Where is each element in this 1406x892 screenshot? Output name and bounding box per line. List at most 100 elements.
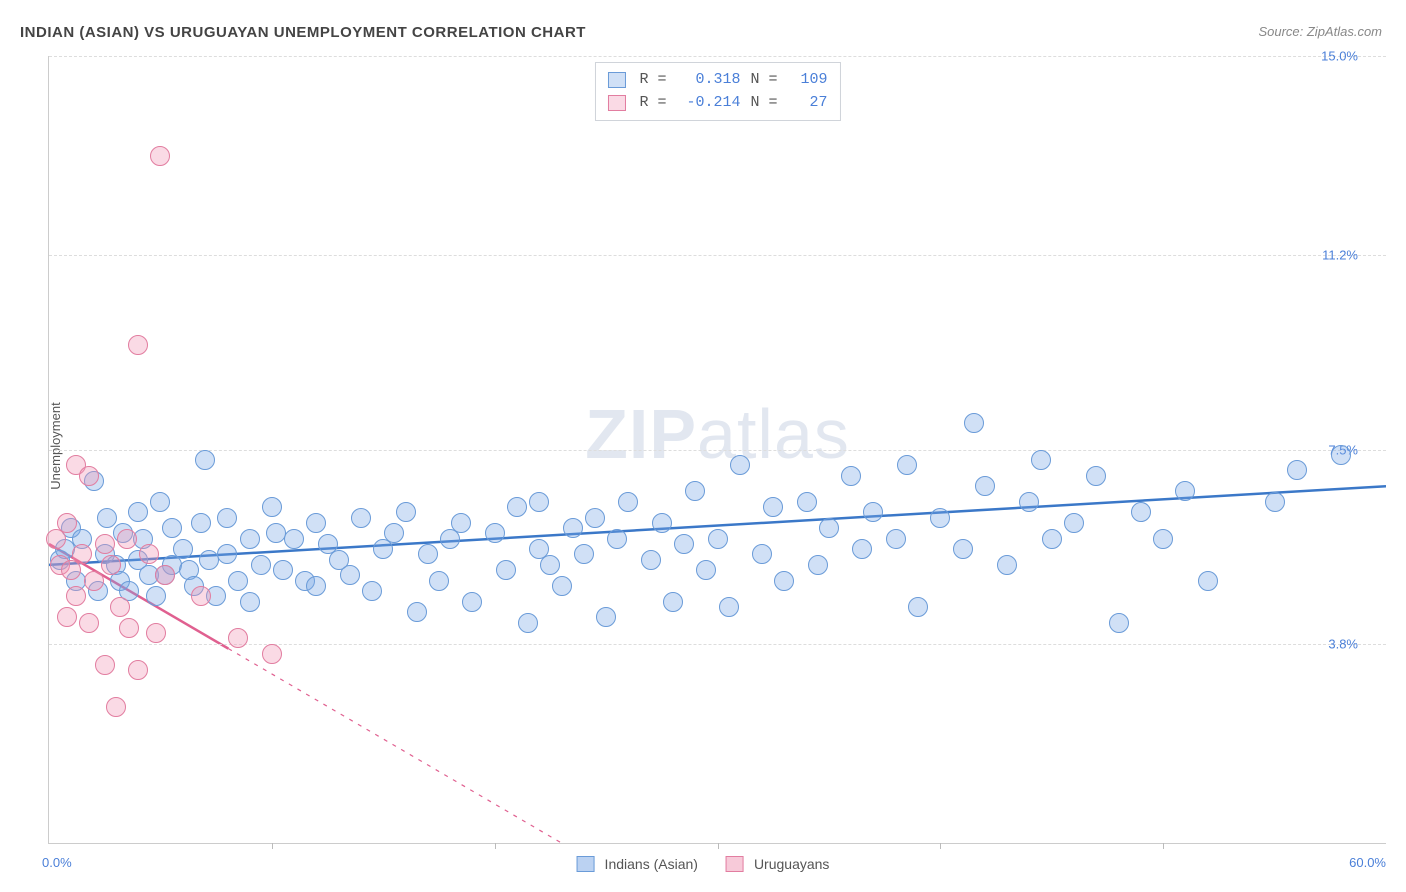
data-point bbox=[362, 581, 382, 601]
data-point bbox=[585, 508, 605, 528]
legend-swatch bbox=[577, 856, 595, 872]
data-point bbox=[908, 597, 928, 617]
data-point bbox=[95, 534, 115, 554]
data-point bbox=[262, 497, 282, 517]
data-point bbox=[97, 508, 117, 528]
data-point bbox=[841, 466, 861, 486]
data-point bbox=[763, 497, 783, 517]
gridline bbox=[49, 644, 1386, 645]
x-tick bbox=[718, 843, 719, 849]
series-swatch bbox=[607, 95, 625, 111]
data-point bbox=[57, 607, 77, 627]
data-point bbox=[384, 523, 404, 543]
stat-r-label: R = bbox=[639, 92, 666, 115]
data-point bbox=[306, 576, 326, 596]
x-axis-max-label: 60.0% bbox=[1349, 855, 1386, 870]
data-point bbox=[95, 655, 115, 675]
correlation-chart: INDIAN (ASIAN) VS URUGUAYAN UNEMPLOYMENT… bbox=[0, 0, 1406, 892]
data-point bbox=[663, 592, 683, 612]
data-point bbox=[719, 597, 739, 617]
data-point bbox=[1042, 529, 1062, 549]
legend-item: Indians (Asian) bbox=[577, 856, 698, 872]
stats-row: R =-0.214N =27 bbox=[607, 92, 827, 115]
data-point bbox=[1086, 466, 1106, 486]
data-point bbox=[596, 607, 616, 627]
data-point bbox=[155, 565, 175, 585]
data-point bbox=[101, 555, 121, 575]
data-point bbox=[284, 529, 304, 549]
data-point bbox=[251, 555, 271, 575]
data-point bbox=[407, 602, 427, 622]
y-tick-label: 11.2% bbox=[1322, 248, 1358, 263]
data-point bbox=[1287, 460, 1307, 480]
data-point bbox=[79, 613, 99, 633]
data-point bbox=[351, 508, 371, 528]
data-point bbox=[552, 576, 572, 596]
y-tick-label: 3.8% bbox=[1328, 636, 1358, 651]
data-point bbox=[607, 529, 627, 549]
data-point bbox=[128, 660, 148, 680]
data-point bbox=[119, 618, 139, 638]
data-point bbox=[507, 497, 527, 517]
stat-n-value: 109 bbox=[788, 69, 828, 92]
data-point bbox=[708, 529, 728, 549]
data-point bbox=[117, 529, 137, 549]
legend-label: Indians (Asian) bbox=[605, 856, 698, 872]
series-swatch bbox=[607, 72, 625, 88]
data-point bbox=[1331, 445, 1351, 465]
data-point bbox=[563, 518, 583, 538]
data-point bbox=[195, 450, 215, 470]
data-point bbox=[1109, 613, 1129, 633]
stat-r-value: -0.214 bbox=[677, 92, 741, 115]
data-point bbox=[953, 539, 973, 559]
legend-item: Uruguayans bbox=[726, 856, 830, 872]
data-point bbox=[128, 335, 148, 355]
data-point bbox=[139, 544, 159, 564]
data-point bbox=[674, 534, 694, 554]
data-point bbox=[396, 502, 416, 522]
data-point bbox=[72, 544, 92, 564]
data-point bbox=[79, 466, 99, 486]
stats-legend-box: R =0.318N =109R =-0.214N =27 bbox=[594, 62, 840, 121]
data-point bbox=[106, 697, 126, 717]
data-point bbox=[418, 544, 438, 564]
data-point bbox=[110, 597, 130, 617]
x-tick bbox=[495, 843, 496, 849]
data-point bbox=[429, 571, 449, 591]
gridline bbox=[49, 255, 1386, 256]
data-point bbox=[975, 476, 995, 496]
data-point bbox=[930, 508, 950, 528]
y-tick-label: 15.0% bbox=[1321, 49, 1358, 64]
gridline bbox=[49, 450, 1386, 451]
data-point bbox=[240, 529, 260, 549]
stat-n-label: N = bbox=[751, 69, 778, 92]
stat-r-value: 0.318 bbox=[677, 69, 741, 92]
data-point bbox=[1131, 502, 1151, 522]
data-point bbox=[217, 508, 237, 528]
chart-title: INDIAN (ASIAN) VS URUGUAYAN UNEMPLOYMENT… bbox=[20, 24, 586, 41]
data-point bbox=[1064, 513, 1084, 533]
data-point bbox=[228, 628, 248, 648]
legend: Indians (Asian) Uruguayans bbox=[577, 856, 830, 872]
data-point bbox=[618, 492, 638, 512]
data-point bbox=[451, 513, 471, 533]
data-point bbox=[685, 481, 705, 501]
data-point bbox=[150, 492, 170, 512]
data-point bbox=[1265, 492, 1285, 512]
data-point bbox=[462, 592, 482, 612]
data-point bbox=[1031, 450, 1051, 470]
data-point bbox=[540, 555, 560, 575]
data-point bbox=[128, 502, 148, 522]
data-point bbox=[696, 560, 716, 580]
data-point bbox=[774, 571, 794, 591]
data-point bbox=[808, 555, 828, 575]
data-point bbox=[273, 560, 293, 580]
plot-area: ZIPatlas R =0.318N =109R =-0.214N =27 3.… bbox=[48, 56, 1386, 844]
data-point bbox=[641, 550, 661, 570]
chart-source: Source: ZipAtlas.com bbox=[1258, 24, 1382, 39]
data-point bbox=[240, 592, 260, 612]
data-point bbox=[217, 544, 237, 564]
data-point bbox=[852, 539, 872, 559]
data-point bbox=[529, 492, 549, 512]
data-point bbox=[1175, 481, 1195, 501]
